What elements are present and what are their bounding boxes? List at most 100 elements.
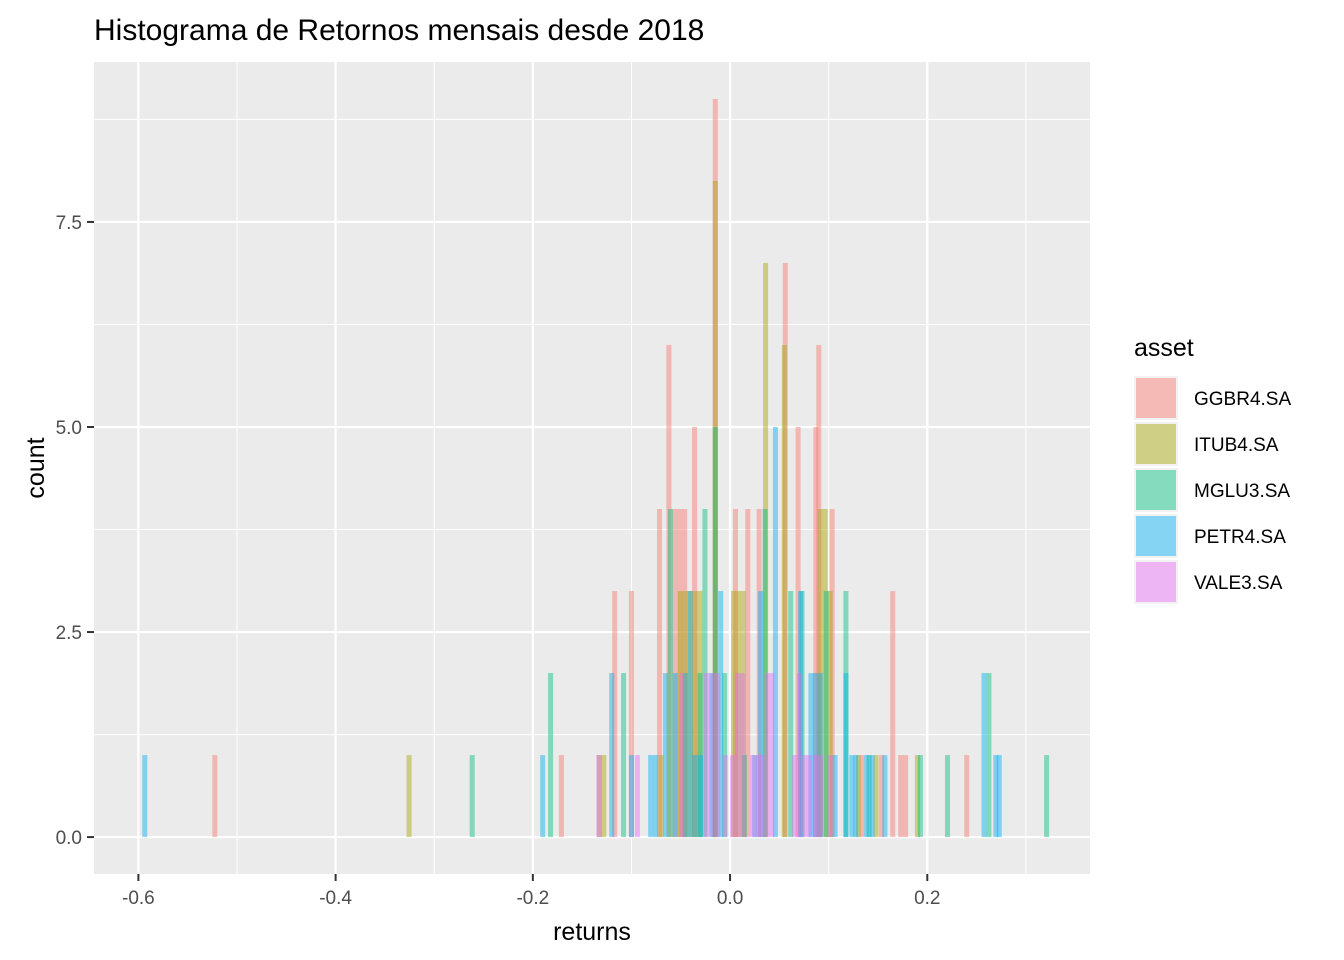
histogram-bar: [609, 673, 615, 838]
histogram-bar: [756, 509, 762, 838]
x-tick-label: -0.6: [122, 888, 155, 909]
histogram-bar: [944, 755, 951, 838]
histogram-bar: [772, 426, 778, 838]
histogram-bar: [882, 755, 888, 838]
histogram-bar: [612, 591, 618, 838]
histogram-bar: [1044, 755, 1050, 838]
histogram-bar: [628, 591, 634, 838]
legend-label: PETR4.SA: [1194, 527, 1286, 548]
histogram-bar: [697, 673, 703, 838]
chart-title: Histograma de Retornos mensais desde 201…: [94, 14, 704, 47]
histogram-bar: [730, 755, 736, 838]
histogram-bar: [903, 755, 909, 838]
histogram-bar: [621, 673, 627, 838]
histogram-bar: [859, 755, 865, 838]
histogram-bar: [898, 755, 904, 838]
histogram-bar: [672, 509, 678, 838]
histogram-bar: [658, 755, 664, 838]
legend-key-bg: [1134, 468, 1178, 512]
histogram-bar: [843, 591, 849, 838]
histogram-bar: [745, 509, 751, 838]
histogram-bar: [406, 755, 412, 838]
histogram-bar: [993, 755, 999, 838]
histogram-bar: [715, 673, 721, 838]
histogram-bar: [657, 509, 663, 838]
histogram-bar: [735, 591, 741, 838]
histogram-bar: [667, 509, 673, 838]
histogram-bar: [692, 755, 698, 838]
histogram-bar: [829, 509, 835, 838]
histogram-bar: [697, 755, 703, 838]
histogram-bar: [142, 755, 148, 838]
legend-key-swatch: [1136, 516, 1176, 556]
histogram-bar: [849, 755, 855, 838]
histogram-bar: [558, 755, 564, 838]
histogram-bars: [142, 98, 1050, 838]
histogram-bar: [781, 344, 787, 838]
histogram-bar: [964, 755, 970, 838]
histogram-bar: [672, 673, 678, 838]
legend-key-swatch: [1136, 562, 1176, 602]
histogram-bar: [682, 673, 688, 838]
histogram-bar: [634, 755, 640, 838]
histogram-bar: [873, 755, 879, 838]
series-ITUB4.SA: [406, 180, 920, 838]
y-axis: 0.0 2.5 5.0 7.5: [56, 213, 94, 849]
histogram-bar: [687, 591, 693, 838]
histogram-bar: [596, 755, 602, 838]
legend-key-bg: [1134, 422, 1178, 466]
histogram-bar: [677, 509, 683, 838]
legend-label: MGLU3.SA: [1194, 481, 1290, 502]
histogram-bar: [703, 673, 709, 838]
histogram-bar: [801, 755, 808, 838]
histogram-bar: [653, 755, 659, 838]
x-tick-label: 0.0: [717, 888, 743, 909]
y-tick-label: 7.5: [56, 213, 82, 234]
histogram-bar: [601, 755, 607, 838]
histogram-bar: [759, 755, 765, 838]
histogram-bar: [798, 591, 804, 838]
series-PETR4.SA: [142, 426, 1002, 838]
histogram-bar: [708, 673, 714, 838]
histogram-bar: [827, 591, 833, 838]
histogram-bar: [792, 755, 798, 838]
y-axis-title: count: [22, 437, 50, 498]
histogram-bar: [469, 755, 475, 838]
histogram-bar: [732, 509, 738, 838]
x-axis: -0.6 -0.4 -0.2 0.0 0.2: [122, 874, 940, 909]
histogram-bar: [823, 591, 829, 838]
legend-key-swatch: [1136, 378, 1176, 418]
histogram-bar: [914, 755, 920, 838]
histogram-bar: [758, 591, 764, 838]
legend-key-bg: [1134, 560, 1178, 604]
histogram-bar: [808, 673, 814, 838]
histogram-bar: [864, 755, 870, 838]
histogram-bar: [628, 755, 634, 838]
y-tick-label: 0.0: [56, 828, 82, 849]
histogram-bar: [679, 673, 685, 838]
histogram-bar: [677, 591, 683, 838]
histogram-bar: [740, 591, 746, 838]
histogram-bar: [827, 755, 833, 838]
histogram-bar: [817, 509, 823, 838]
histogram-bar: [697, 591, 703, 838]
histogram-bar: [712, 426, 718, 838]
series-VALE3.SA: [596, 673, 833, 838]
legend-key-bg: [1134, 376, 1178, 420]
histogram-bar: [666, 344, 672, 838]
histogram-bar: [764, 673, 770, 838]
histogram-bar: [763, 262, 769, 838]
histogram-bar: [769, 673, 775, 838]
x-axis-title: returns: [553, 918, 631, 946]
histogram-bar: [739, 673, 745, 838]
histogram-bar: [822, 509, 828, 838]
grid-minor: [94, 62, 1090, 874]
histogram-bar: [734, 673, 740, 838]
histogram-bar: [812, 673, 818, 838]
histogram-bar: [648, 755, 654, 838]
histogram-bar: [687, 591, 693, 838]
histogram-bar: [782, 262, 788, 838]
histogram-bar: [722, 673, 728, 838]
histogram-bar: [741, 755, 747, 838]
